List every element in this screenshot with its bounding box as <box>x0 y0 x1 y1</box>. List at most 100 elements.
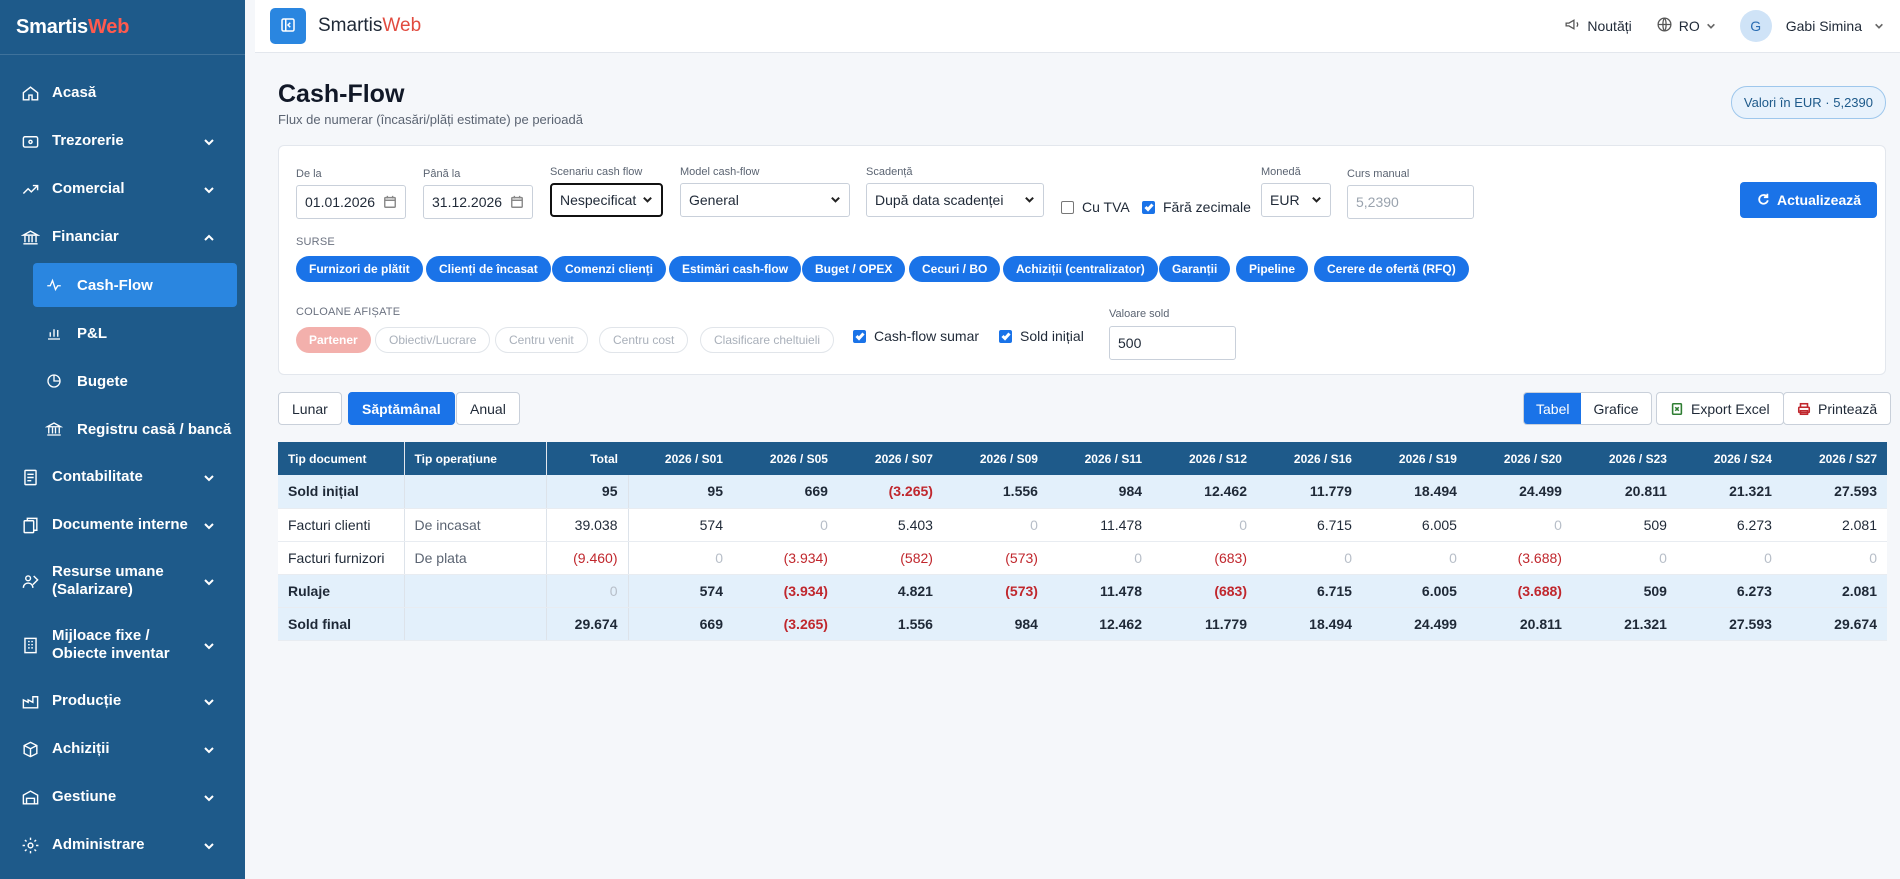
column-header[interactable]: 2026 / S09 <box>942 442 1048 475</box>
sidebar-item-financiar[interactable]: Financiar <box>0 215 237 259</box>
column-header[interactable]: 2026 / S12 <box>1152 442 1257 475</box>
view-toggle: Tabel Grafice <box>1523 392 1652 425</box>
cell-total: 95 <box>546 475 629 509</box>
table-row: Sold final 29.674 669 (3.265) 1.556 984 12.462… <box>278 607 1887 641</box>
column-header[interactable]: 2026 / S24 <box>1676 442 1782 475</box>
from-date-input[interactable]: 01.01.2026 <box>296 185 406 219</box>
user-menu[interactable]: G Gabi Simina <box>1739 10 1884 42</box>
cell-value: (3.688) <box>1466 541 1572 575</box>
sidebar-item-resurse-umane[interactable]: Resurse umane (Salarizare) <box>0 551 237 611</box>
checkbox-checked-icon <box>999 329 1012 343</box>
sidebar-item-contabilitate[interactable]: Contabilitate <box>0 455 237 499</box>
cell-value: 2.081 <box>1781 574 1887 608</box>
sidebar-subitem-cash-flow[interactable]: Cash-Flow <box>33 263 237 307</box>
column-header[interactable]: 2026 / S16 <box>1257 442 1362 475</box>
view-table-button[interactable]: Tabel <box>1524 393 1582 424</box>
checkbox-checked-icon <box>853 329 866 343</box>
column-header[interactable]: 2026 / S19 <box>1361 442 1467 475</box>
source-pill[interactable]: Pipeline <box>1236 256 1309 282</box>
refresh-button[interactable]: Actualizează <box>1740 182 1878 218</box>
column-pill[interactable]: Centru cost <box>599 327 689 353</box>
balance-value-input[interactable]: 500 <box>1109 326 1236 360</box>
model-select[interactable]: General <box>680 183 850 217</box>
topbar: SmartisWeb Noutăți RO G Gabi Simina <box>255 0 1900 53</box>
chevron-down-icon <box>203 135 215 147</box>
column-header[interactable]: Tip document <box>278 442 405 475</box>
cell-value: 0 <box>732 508 838 542</box>
column-header[interactable]: 2026 / S27 <box>1781 442 1887 475</box>
column-header[interactable]: 2026 / S05 <box>732 442 838 475</box>
chevron-down-icon <box>642 192 653 208</box>
sidebar-item-mijloace-fixe[interactable]: Mijloace fixe / Obiecte inventar <box>0 615 237 675</box>
scenario-select[interactable]: Nespecificat <box>550 183 663 217</box>
cell-value: 18.494 <box>1257 607 1362 641</box>
sidebar-subitem-bugete[interactable]: Bugete <box>33 359 237 403</box>
sidebar-item-acasa[interactable]: Acasă <box>0 71 237 115</box>
column-pill-partner[interactable]: Partener <box>296 327 371 353</box>
app-logo[interactable]: Smartis Web <box>0 0 245 55</box>
source-pill[interactable]: Cecuri / BO <box>909 256 1001 282</box>
cell-value: 0 <box>1047 541 1153 575</box>
sidebar-item-achizitii[interactable]: Achiziții <box>0 727 237 771</box>
cell-value: 21.321 <box>1676 475 1782 509</box>
column-pill[interactable]: Obiectiv/Lucrare <box>375 327 491 353</box>
to-date-label: Până la <box>423 168 461 180</box>
export-excel-button[interactable]: Export Excel <box>1656 392 1784 425</box>
cashflow-summary-checkbox[interactable]: Cash-flow sumar <box>853 328 979 344</box>
cell-value: 11.779 <box>1257 475 1362 509</box>
no-decimals-checkbox[interactable]: Fără zecimale <box>1142 199 1251 215</box>
sidebar-item-trezorerie[interactable]: Trezorerie <box>0 119 237 163</box>
source-pill[interactable]: Buget / OPEX <box>802 256 906 282</box>
source-pill[interactable]: Cerere de ofertă (RFQ) <box>1314 256 1469 282</box>
cell-value: 5.403 <box>837 508 943 542</box>
language-selector[interactable]: RO <box>1656 16 1716 36</box>
column-header[interactable]: Tip operațiune <box>404 442 547 475</box>
view-charts-button[interactable]: Grafice <box>1593 400 1639 417</box>
period-anual-button[interactable]: Anual <box>456 392 520 425</box>
sidebar-subitem-registru[interactable]: Registru casă / bancă <box>33 407 237 451</box>
column-pill[interactable]: Centru venit <box>495 327 588 353</box>
period-lunar-button[interactable]: Lunar <box>278 392 342 425</box>
due-select[interactable]: După data scadenței <box>866 183 1044 217</box>
source-pill[interactable]: Achiziții (centralizator) <box>1003 256 1158 282</box>
cell-total: 29.674 <box>546 607 629 641</box>
cell-value: 21.321 <box>1571 607 1677 641</box>
table-row: Facturi furnizori De plata (9.460) 0 (3.934)… <box>278 541 1887 575</box>
table-header-row: Tip document Tip operațiune Total 2026 /… <box>278 442 1887 475</box>
factory-icon <box>20 691 40 711</box>
currency-select[interactable]: EUR <box>1261 183 1331 217</box>
cell-value: (3.934) <box>732 541 838 575</box>
cell-value: 0 <box>1571 541 1677 575</box>
column-pill[interactable]: Clasificare cheltuieli <box>700 327 835 353</box>
column-header[interactable]: Total <box>546 442 628 475</box>
news-button[interactable]: Noutăți <box>1564 16 1632 36</box>
column-header[interactable]: 2026 / S20 <box>1466 442 1572 475</box>
to-date-input[interactable]: 31.12.2026 <box>423 185 533 219</box>
source-pill[interactable]: Clienți de încasat <box>426 256 551 282</box>
sidebar-subitem-pl[interactable]: P&L <box>33 311 237 355</box>
sidebar-item-comercial[interactable]: Comercial <box>0 167 237 211</box>
print-button[interactable]: Printează <box>1783 392 1892 425</box>
initial-balance-checkbox[interactable]: Sold inițial <box>999 328 1084 344</box>
bar-chart-icon <box>45 324 63 342</box>
source-pill[interactable]: Comenzi clienți <box>552 256 667 282</box>
column-header[interactable]: 2026 / S23 <box>1571 442 1677 475</box>
sidebar-item-documente-interne[interactable]: Documente interne <box>0 503 237 547</box>
cell-document-type: Sold inițial <box>278 475 405 509</box>
avatar: G <box>1739 10 1772 42</box>
sidebar-item-gestiune[interactable]: Gestiune <box>0 775 237 819</box>
chevron-down-icon <box>830 192 841 208</box>
period-saptamanal-button[interactable]: Săptămânal <box>348 392 455 425</box>
sidebar-item-administrare[interactable]: Administrare <box>0 823 237 867</box>
sidebar-item-productie[interactable]: Producție <box>0 679 237 723</box>
manual-rate-input[interactable]: 5,2390 <box>1347 185 1474 219</box>
source-pill[interactable]: Estimări cash-flow <box>669 256 802 282</box>
vat-checkbox[interactable]: Cu TVA <box>1061 199 1130 215</box>
column-header[interactable]: 2026 / S07 <box>837 442 943 475</box>
chevron-down-icon <box>203 791 215 803</box>
source-pill[interactable]: Garanții <box>1159 256 1231 282</box>
column-header[interactable]: 2026 / S11 <box>1047 442 1153 475</box>
sidebar-toggle-button[interactable] <box>270 8 306 44</box>
column-header[interactable]: 2026 / S01 <box>628 442 733 475</box>
source-pill[interactable]: Furnizori de plătit <box>296 256 423 282</box>
